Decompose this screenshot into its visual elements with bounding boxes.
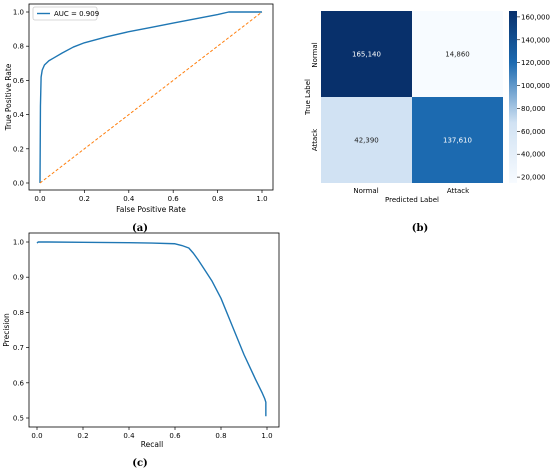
roc-y-tick-label-1: 0.2 — [13, 145, 24, 153]
roc-y-tick-label-5: 1.0 — [13, 9, 24, 17]
cm-cell-0-1 — [412, 11, 503, 97]
pr-x-tick-label-2: 0.4 — [123, 432, 135, 440]
pr-y-tick-label-4: 0.9 — [13, 274, 24, 282]
roc-x-tick-label-2: 0.4 — [123, 195, 135, 203]
roc-y-axis-label: True Positive Rate — [4, 63, 13, 131]
cm-cell-value-1-0: 42,390 — [354, 137, 379, 145]
confusion-matrix: 165,140 14,860 42,390 137,610 20,000 40,000 6… — [304, 11, 550, 234]
cm-cells: 165,140 14,860 42,390 137,610 — [321, 11, 503, 183]
cm-x-tick-attack: Attack — [447, 187, 470, 195]
caption-b: (b) — [412, 223, 428, 234]
cm-cell-1-0 — [321, 97, 412, 183]
cm-y-tick-attack: Attack — [311, 128, 319, 151]
pr-y-tick-label-0: 0.5 — [13, 415, 24, 423]
roc-x-tick-label-0: 0.0 — [34, 195, 45, 203]
pr-y-ticks: 0.5 0.6 0.7 0.8 0.9 1.0 — [13, 239, 29, 423]
pr-curve-line-0 — [36, 241, 267, 417]
roc-x-tick-label-1: 0.2 — [79, 195, 90, 203]
caption-c: (c) — [132, 458, 148, 469]
cm-cell-0-0 — [321, 11, 412, 97]
roc-legend: AUC = 0.909 — [32, 6, 99, 21]
cm-cell-value-0-1: 14,860 — [445, 51, 470, 59]
roc-curve-line-0 — [39, 11, 262, 184]
cm-cell-value-0-0: 165,140 — [352, 51, 381, 59]
cm-colorbar-label-3: 80,000 — [521, 105, 546, 113]
cm-colorbar-label-2: 60,000 — [521, 128, 546, 136]
cm-y-tick-normal: Normal — [311, 42, 319, 67]
cm-colorbar-label-0: 20,000 — [521, 174, 546, 182]
roc-y-tick-label-3: 0.6 — [13, 77, 25, 85]
cm-colorbar-label-1: 40,000 — [521, 151, 546, 159]
roc-x-axis-label: False Positive Rate — [116, 205, 186, 214]
cm-cell-1-1 — [412, 97, 503, 183]
pr-x-tick-label-5: 1.0 — [261, 432, 272, 440]
pr-y-tick-label-1: 0.6 — [13, 379, 25, 387]
pr-y-axis-label: Precision — [2, 313, 11, 347]
caption-a: (a) — [132, 223, 148, 234]
roc-legend-label: AUC = 0.909 — [54, 10, 99, 18]
pr-y-tick-label-2: 0.7 — [13, 344, 24, 352]
roc-chart: 0.0 0.2 0.4 0.6 0.8 1.0 0.0 0.2 0.4 0.6 0.8 1.0 AU… — [4, 3, 274, 234]
pr-y-tick-label-3: 0.8 — [13, 309, 24, 317]
cm-cell-value-1-1: 137,610 — [443, 137, 472, 145]
pr-x-ticks: 0.0 0.2 0.4 0.6 0.8 1.0 — [31, 427, 273, 440]
roc-y-ticks: 0.0 0.2 0.4 0.6 0.8 1.0 — [13, 9, 29, 188]
roc-x-tick-label-5: 1.0 — [256, 195, 267, 203]
roc-legend-box — [32, 6, 98, 21]
roc-series — [39, 11, 263, 184]
roc-x-tick-label-3: 0.6 — [168, 195, 180, 203]
pr-y-tick-label-5: 1.0 — [13, 239, 24, 247]
cm-colorbar: 20,000 40,000 60,000 80,000 100,000 120,000 14… — [509, 11, 550, 183]
roc-x-ticks: 0.0 0.2 0.4 0.6 0.8 1.0 — [34, 190, 268, 203]
roc-y-tick-label-4: 0.8 — [13, 43, 24, 51]
cm-colorbar-label-5: 120,000 — [521, 59, 550, 67]
roc-y-tick-label-2: 0.4 — [13, 111, 25, 119]
pr-x-tick-label-3: 0.6 — [169, 432, 181, 440]
pr-plot-frame — [28, 232, 280, 428]
cm-y-axis-label: True Label — [304, 79, 312, 116]
cm-colorbar-label-7: 160,000 — [521, 13, 550, 21]
cm-colorbar-label-4: 100,000 — [521, 82, 550, 90]
cm-colorbar-strip — [509, 11, 517, 183]
roc-y-tick-label-0: 0.0 — [13, 180, 24, 188]
pr-x-tick-label-4: 0.8 — [215, 432, 226, 440]
pr-x-tick-label-1: 0.2 — [77, 432, 88, 440]
cm-colorbar-label-6: 140,000 — [521, 36, 550, 44]
pr-x-axis-label: Recall — [141, 440, 163, 449]
cm-x-tick-normal: Normal — [353, 187, 378, 195]
cm-x-axis-label: Predicted Label — [385, 196, 439, 204]
roc-x-tick-label-4: 0.8 — [212, 195, 223, 203]
pr-series — [36, 241, 267, 417]
roc-chance-line — [39, 11, 263, 184]
pr-x-tick-label-0: 0.0 — [31, 432, 42, 440]
roc-plot-frame — [28, 3, 274, 191]
precision-recall-chart: 0.0 0.2 0.4 0.6 0.8 1.0 0.5 0.6 0.7 0.8 0.9 1.0 Re… — [2, 232, 280, 469]
